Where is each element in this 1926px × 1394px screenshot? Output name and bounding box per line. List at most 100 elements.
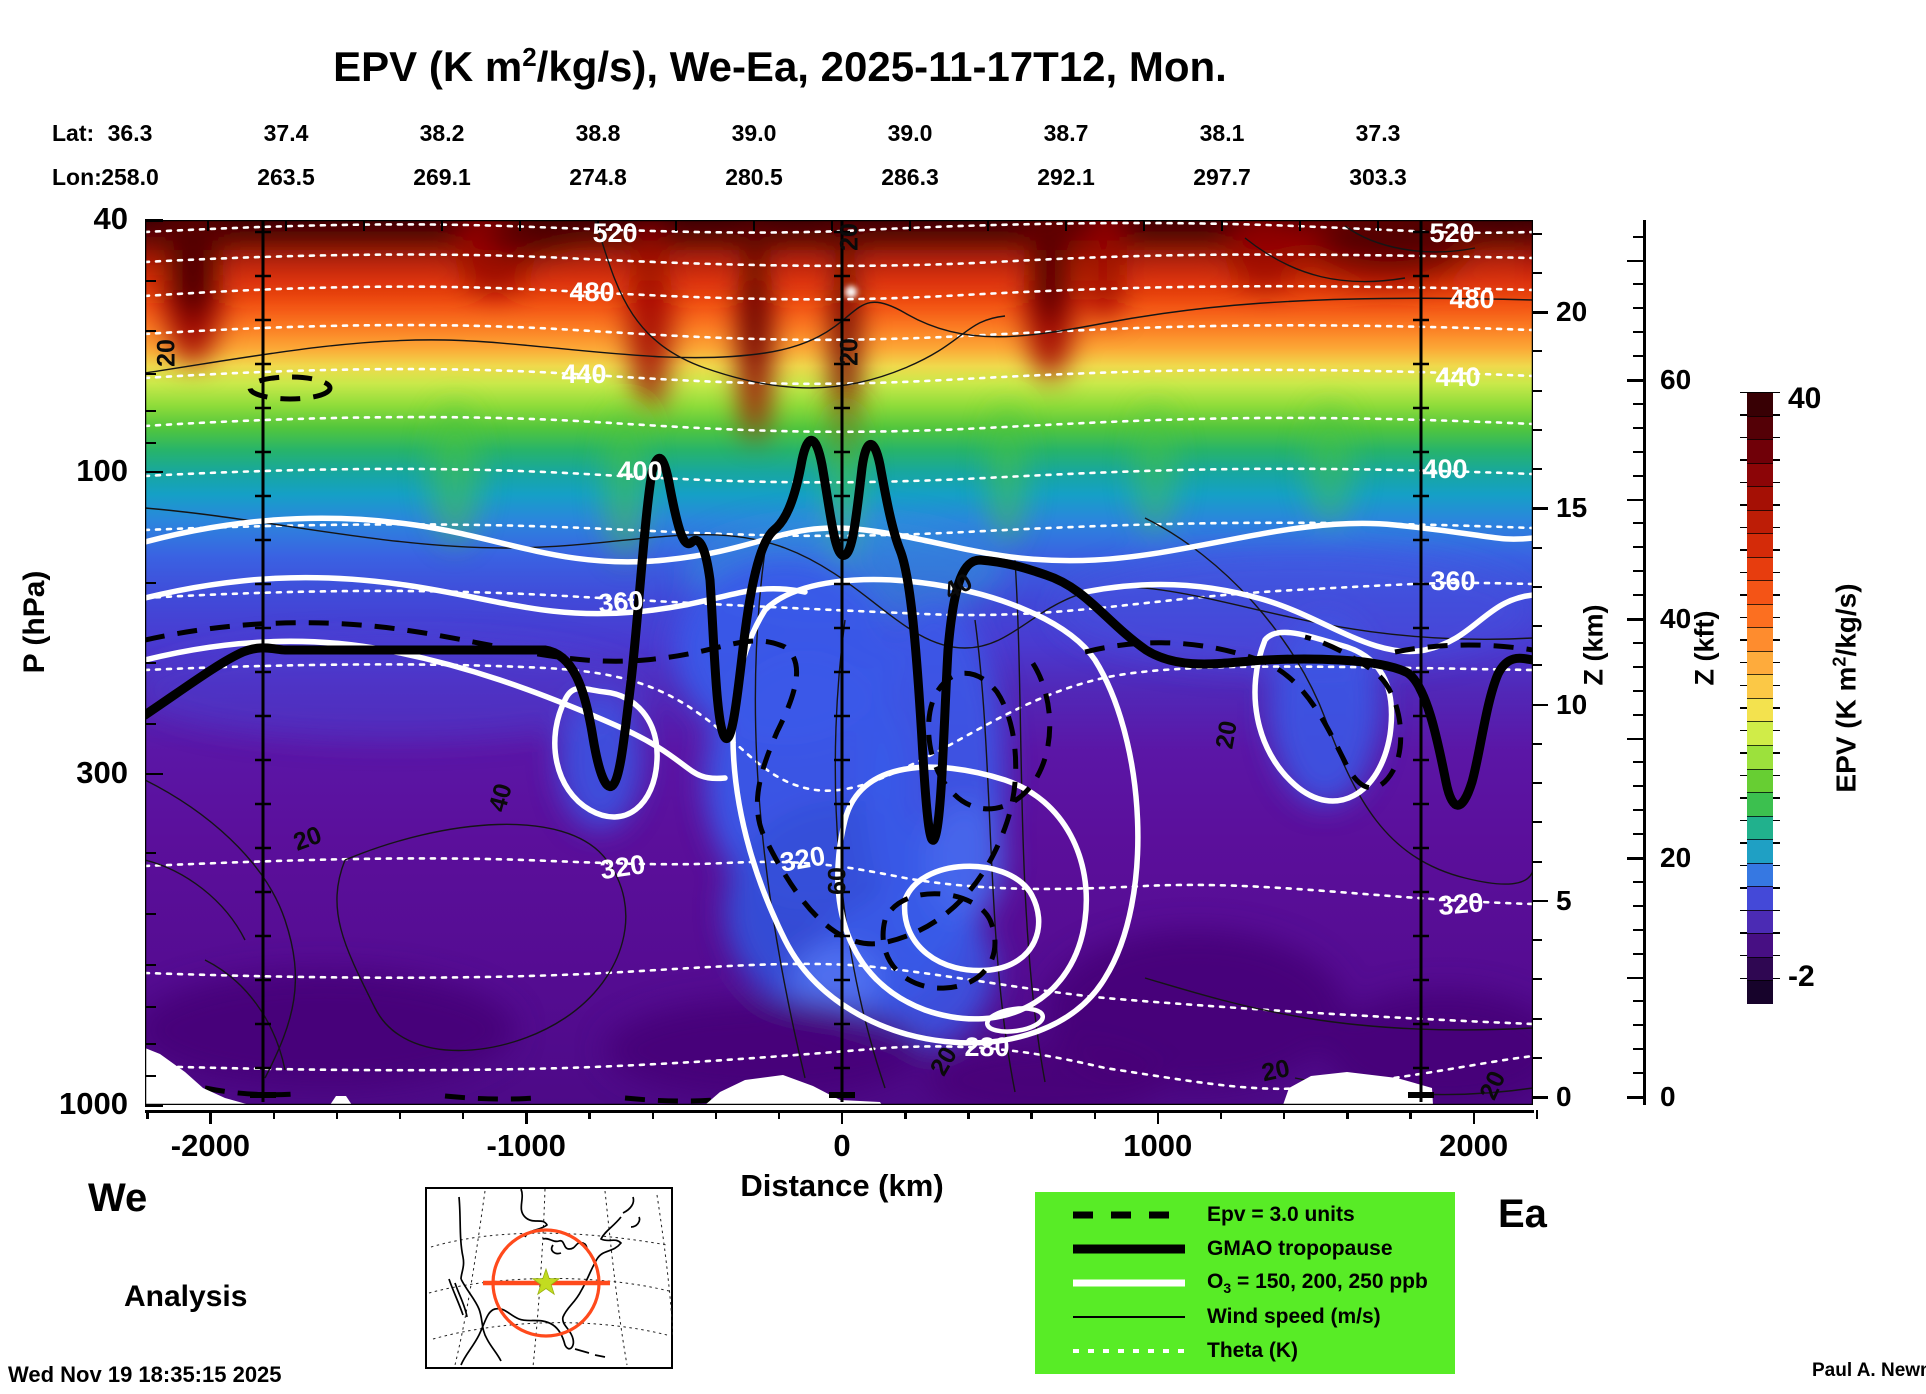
colorbar-side-tick [1773, 819, 1780, 822]
colorbar-side-tick [1740, 549, 1747, 551]
pressure-axis-title: P (hPa) [18, 570, 51, 674]
pressure-minor-tick [145, 963, 156, 966]
colorbar-side-tick [1773, 414, 1780, 416]
legend-item-label: Wind speed (m/s) [1207, 1305, 1381, 1328]
legend-dotted-white-line-icon [1073, 1349, 1185, 1353]
lat-value: 39.0 [887, 120, 933, 146]
z-kft-tick [1633, 952, 1643, 955]
distance-tick [1472, 1110, 1475, 1124]
z-kft-tick-label: 0 [1660, 1081, 1676, 1112]
colorbar-side-tick [1773, 526, 1780, 529]
z-kft-tick [1627, 498, 1643, 501]
z-kft-tick [1633, 235, 1643, 238]
wind-contour-label: 20 [836, 338, 864, 366]
z-kft-tick [1627, 737, 1643, 740]
distance-tick [714, 1110, 718, 1119]
colorbar-side-tick [1773, 887, 1780, 889]
lat-value: 38.1 [1199, 120, 1245, 146]
z-kft-tick [1633, 331, 1643, 334]
pressure-tick-label: 100 [76, 452, 128, 488]
reference-lines [250, 220, 1434, 1102]
colorbar-side-tick [1740, 774, 1747, 777]
colorbar-side-tick [1740, 977, 1747, 979]
colorbar-segment [1747, 556, 1773, 581]
pressure-minor-tick [145, 280, 156, 283]
pressure-major-tick [145, 1104, 163, 1107]
pressure-minor-tick [145, 722, 156, 725]
z-kft-tick [1633, 402, 1643, 405]
white-fleck [845, 286, 857, 298]
z-km-tick-label: 15 [1556, 492, 1588, 524]
colorbar-side-tick [1740, 616, 1747, 619]
legend-item-label: Theta (K) [1207, 1339, 1298, 1362]
z-kft-tick [1633, 761, 1643, 764]
z-km-tick [1533, 585, 1542, 588]
pressure-minor-tick [145, 1005, 156, 1008]
theta-contour-label: 440 [561, 359, 606, 389]
z-kft-tick [1633, 1072, 1643, 1075]
legend-thin-black-line-icon [1073, 1316, 1185, 1318]
colorbar-segment [1747, 533, 1773, 557]
z-kft-axis-line [1643, 220, 1646, 1105]
lat-value: 36.3 [107, 120, 153, 146]
distance-tick [209, 1110, 212, 1124]
colorbar-side-tick [1773, 639, 1780, 641]
colorbar-segment [1747, 909, 1773, 934]
distance-tick [1283, 1110, 1286, 1119]
distance-tick-label: -1000 [486, 1128, 566, 1163]
z-km-tick [1533, 1017, 1542, 1020]
lon-value: 292.1 [1037, 164, 1095, 190]
colorbar-segment [1747, 815, 1773, 840]
distance-tick [1030, 1110, 1033, 1119]
lat-value: 38.7 [1043, 120, 1089, 146]
distance-tick [1093, 1110, 1097, 1119]
lat-value: 38.2 [419, 120, 465, 146]
theta-contour-label: 480 [569, 277, 614, 307]
legend-item: Epv = 3.0 units [1035, 1200, 1455, 1230]
z-km-tick [1533, 428, 1542, 431]
colorbar-side-tick [1773, 842, 1780, 844]
z-kft-tick-label: 40 [1660, 603, 1692, 634]
distance-tick [335, 1110, 339, 1119]
distance-tick [1346, 1110, 1349, 1119]
theta-contour-label: 280 [964, 1032, 1009, 1062]
pressure-minor-tick [145, 409, 156, 412]
colorbar-side-tick [1773, 616, 1780, 619]
range-circle [491, 1228, 601, 1338]
theta-contour-label: 520 [1429, 220, 1474, 248]
wind-contour-label: 20 [153, 339, 181, 367]
colorbar-segment [1747, 650, 1773, 675]
z-kft-tick [1633, 641, 1643, 644]
distance-tick [1409, 1110, 1412, 1119]
theta-contour-label: 400 [1422, 454, 1467, 484]
distance-tick [1219, 1110, 1223, 1119]
z-kft-tick [1633, 283, 1643, 286]
colorbar-side-tick [1740, 864, 1747, 867]
colorbar-side-tick [1740, 752, 1747, 754]
colorbar-side-tick [1740, 729, 1747, 732]
wind-contour-label: 20 [1259, 1054, 1292, 1087]
pressure-major-tick [145, 772, 163, 776]
z-km-axis-title: Z (km) [1578, 604, 1609, 686]
pressure-minor-tick [145, 1075, 156, 1078]
colorbar-title: EPV (K m2/kg/s) [1829, 583, 1862, 793]
wind-contour-label: 20 [836, 223, 864, 251]
z-kft-tick [1627, 1096, 1643, 1099]
location-star-icon [531, 1267, 561, 1296]
lon-value: 297.7 [1193, 164, 1251, 190]
z-kft-tick-label: 60 [1660, 364, 1692, 395]
colorbar-side-tick [1773, 661, 1780, 664]
z-km-tick [1533, 742, 1542, 745]
colorbar-side-tick [1740, 797, 1747, 799]
z-kft-tick [1633, 546, 1643, 549]
colorbar-side-tick [1740, 842, 1747, 844]
colorbar-segment [1747, 933, 1773, 957]
colorbar-min-label: -2 [1788, 960, 1815, 993]
lat-value: 37.4 [263, 120, 309, 146]
colorbar-side-tick [1740, 639, 1747, 641]
colorbar-side-tick [1773, 549, 1780, 551]
west-endpoint-label: We [88, 1176, 148, 1220]
colorbar-side-tick [1740, 954, 1747, 957]
distance-tick-label: -2000 [170, 1128, 251, 1163]
